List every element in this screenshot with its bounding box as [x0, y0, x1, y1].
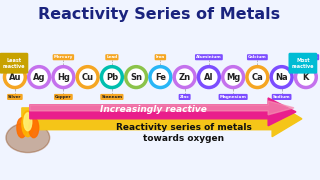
Text: Magnesium: Magnesium [220, 95, 247, 99]
FancyArrow shape [30, 101, 294, 115]
Circle shape [295, 67, 316, 87]
Text: Gold: Gold [10, 55, 20, 59]
Text: towards oxygen: towards oxygen [143, 134, 224, 143]
Text: Au: Au [9, 73, 21, 82]
Text: Calcium: Calcium [248, 55, 267, 59]
Circle shape [77, 67, 98, 87]
Text: Least
reactive: Least reactive [3, 58, 25, 69]
Text: Silver: Silver [8, 95, 22, 99]
Text: Cu: Cu [82, 73, 94, 82]
Circle shape [101, 67, 122, 87]
Circle shape [223, 67, 244, 87]
Text: Hg: Hg [57, 73, 70, 82]
Text: Aluminium: Aluminium [196, 55, 222, 59]
Circle shape [174, 67, 195, 87]
Ellipse shape [22, 111, 34, 137]
Ellipse shape [24, 113, 32, 131]
Text: Ca: Ca [252, 73, 263, 82]
Circle shape [247, 67, 268, 87]
Ellipse shape [6, 123, 50, 153]
Text: Lead: Lead [106, 55, 117, 59]
Circle shape [271, 67, 292, 87]
Text: Zinc: Zinc [180, 95, 189, 99]
Circle shape [198, 67, 219, 87]
FancyBboxPatch shape [289, 53, 317, 74]
Text: Zn: Zn [179, 73, 191, 82]
Text: Increasingly reactive: Increasingly reactive [100, 105, 207, 114]
Text: Stannum: Stannum [101, 95, 123, 99]
Text: Sn: Sn [130, 73, 142, 82]
Text: Na: Na [275, 73, 288, 82]
Text: Most
reactive: Most reactive [292, 58, 314, 69]
FancyArrow shape [22, 101, 302, 137]
Text: Reactivity Series of Metals: Reactivity Series of Metals [38, 7, 280, 22]
Circle shape [150, 67, 171, 87]
Text: Ag: Ag [33, 73, 45, 82]
Text: Fe: Fe [155, 73, 166, 82]
Text: Iron: Iron [156, 55, 165, 59]
Ellipse shape [17, 118, 27, 138]
Text: K: K [303, 73, 309, 82]
Circle shape [53, 67, 74, 87]
Text: Sodium: Sodium [273, 95, 291, 99]
Text: Mercury: Mercury [54, 55, 73, 59]
Text: Mg: Mg [226, 73, 240, 82]
Text: Pb: Pb [106, 73, 118, 82]
Text: Copper: Copper [55, 95, 72, 99]
Text: Reactivity series of metals: Reactivity series of metals [116, 123, 252, 132]
FancyArrow shape [30, 98, 296, 126]
Circle shape [4, 67, 25, 87]
Circle shape [126, 67, 147, 87]
Circle shape [29, 67, 50, 87]
Ellipse shape [29, 118, 39, 138]
Text: Al: Al [204, 73, 214, 82]
FancyBboxPatch shape [0, 53, 28, 74]
Text: Potassium: Potassium [294, 55, 318, 59]
